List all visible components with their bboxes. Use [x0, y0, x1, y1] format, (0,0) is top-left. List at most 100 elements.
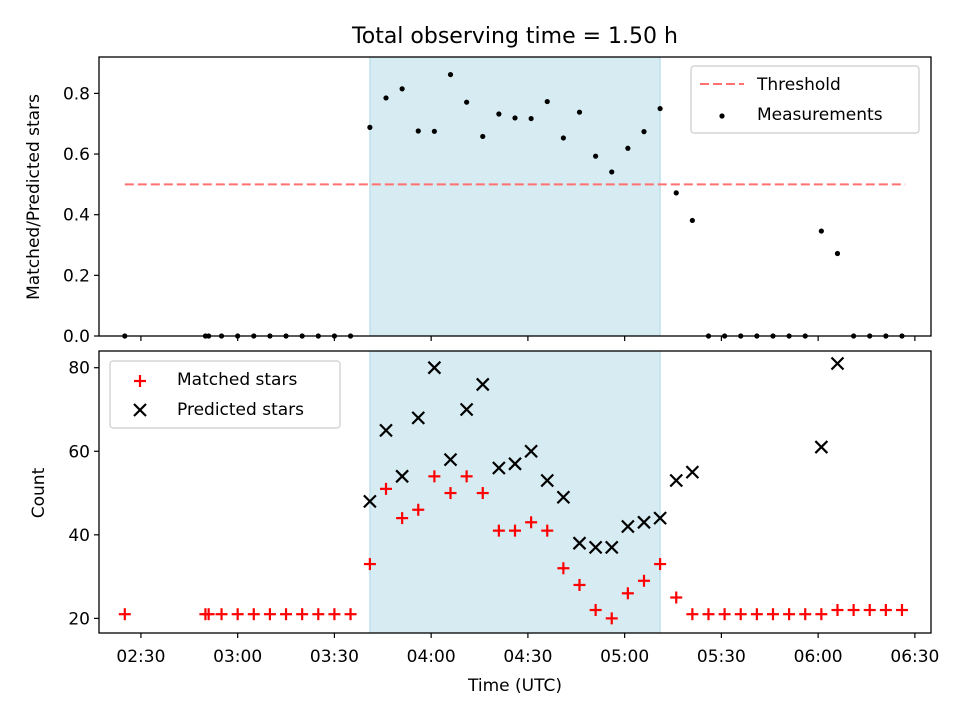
measurement-point — [560, 135, 566, 141]
predicted-star-point — [814, 440, 829, 454]
predicted-star-point — [459, 402, 474, 417]
matched-star-point — [396, 512, 409, 525]
matched-star-point — [718, 608, 731, 621]
predicted-star-point — [669, 473, 684, 488]
count-legend: Matched stars Predicted stars — [109, 360, 341, 429]
measurement-point — [641, 129, 647, 135]
predicted-star-point — [653, 511, 667, 525]
x-tick-label: 04:00 — [407, 647, 456, 667]
predicted-star-point — [830, 356, 845, 371]
predicted-star-point — [556, 490, 571, 505]
measurement-point — [576, 109, 583, 115]
predicted-star-point — [524, 444, 538, 459]
count-plot-frame — [98, 350, 932, 634]
x-tick-label: 06:00 — [794, 647, 843, 667]
count-legend-box — [109, 360, 341, 429]
measurement-point — [528, 115, 534, 122]
chart-title: Total observing time = 1.50 h — [351, 24, 678, 49]
matched-star-point — [637, 574, 650, 587]
predicted-star-point — [443, 452, 458, 467]
matched-star-point — [263, 608, 276, 621]
x-tick-label: 03:30 — [310, 647, 359, 667]
predicted-stars-series — [363, 356, 845, 555]
measurement-point — [464, 99, 470, 105]
matched-star-point — [380, 482, 393, 495]
legend-matched-label: Matched stars — [177, 370, 297, 390]
predicted-star-point — [588, 540, 603, 555]
predicted-star-point — [475, 377, 490, 392]
measurement-point — [512, 115, 518, 121]
matched-star-point — [847, 604, 860, 617]
predicted-star-point — [492, 461, 506, 475]
matched-star-point — [328, 608, 341, 621]
ratio-y-axis: 0.0 0.2 0.4 0.6 0.8 — [63, 84, 99, 347]
legend-predicted-label: Predicted stars — [177, 400, 304, 420]
measurement-point — [609, 169, 615, 175]
y-tick-label: 60 — [68, 442, 90, 462]
predicted-star-point — [508, 457, 522, 471]
count-x-axis: 02:30 03:00 03:30 04:00 04:30 05:00 05:30 06:00… — [116, 633, 939, 667]
measurement-point — [431, 128, 437, 134]
predicted-star-point — [363, 494, 377, 509]
matched-star-point — [541, 524, 554, 537]
matched-star-point — [460, 470, 473, 483]
matched-star-point — [831, 604, 844, 617]
matched-star-point — [247, 608, 260, 621]
matched-star-point — [895, 604, 908, 617]
matched-star-point — [412, 503, 425, 516]
predicted-star-point — [540, 473, 555, 488]
matched-star-point — [344, 608, 357, 621]
predicted-star-point — [637, 515, 651, 530]
measurement-point — [657, 105, 663, 112]
predicted-star-point — [411, 411, 426, 425]
count-y-label: Count — [29, 467, 49, 518]
matched-star-point — [202, 608, 215, 621]
ratio-y-label: Matched/Predicted stars — [24, 94, 44, 300]
ratio-x-axis — [140, 336, 916, 341]
matched-star-point — [799, 608, 812, 621]
x-tick-label: 03:00 — [213, 647, 262, 667]
y-tick-label: 40 — [68, 526, 90, 546]
predicted-star-point — [572, 536, 587, 550]
legend-predicted-swatch — [133, 403, 147, 417]
ratio-plot-frame — [98, 56, 932, 337]
measurement-point — [496, 111, 502, 117]
measurement-point — [383, 95, 389, 101]
matched-star-point — [557, 562, 570, 575]
matched-star-point — [215, 608, 228, 621]
legend-matched-swatch — [134, 375, 146, 387]
measurement-point — [689, 217, 695, 224]
predicted-star-point — [685, 465, 700, 479]
x-tick-label: 02:30 — [116, 647, 165, 667]
matched-star-point — [783, 608, 796, 621]
matched-star-point — [492, 524, 505, 537]
matched-star-point — [444, 487, 457, 500]
y-tick-label: 0.6 — [63, 145, 90, 165]
matched-star-point — [231, 608, 244, 621]
matched-star-point — [750, 608, 763, 621]
predicted-star-point — [379, 423, 393, 438]
matched-star-point — [815, 608, 828, 621]
matched-star-point — [573, 578, 586, 591]
matched-star-point — [476, 487, 489, 500]
matched-star-point — [509, 524, 521, 537]
predicted-star-point — [604, 540, 619, 555]
matched-star-point — [702, 608, 715, 621]
matched-star-point — [280, 608, 293, 621]
measurement-point — [367, 124, 373, 130]
matched-star-point — [118, 608, 131, 621]
predicted-star-point — [621, 519, 635, 534]
legend-measurements-swatch — [719, 113, 725, 119]
y-tick-label: 20 — [68, 609, 90, 629]
ratio-legend-box — [690, 65, 920, 134]
ratio-panel: 0.00.20.40.60.8 Matched/Predicted stars … — [24, 56, 932, 347]
x-tick-label: 04:30 — [503, 647, 552, 667]
count-y-axis: 20 40 60 80 — [68, 359, 99, 629]
measurement-point — [447, 71, 454, 78]
y-tick-label: 80 — [68, 359, 90, 379]
legend-threshold-label: Threshold — [756, 75, 841, 95]
matched-star-point — [296, 608, 309, 621]
matched-star-point — [605, 612, 618, 625]
